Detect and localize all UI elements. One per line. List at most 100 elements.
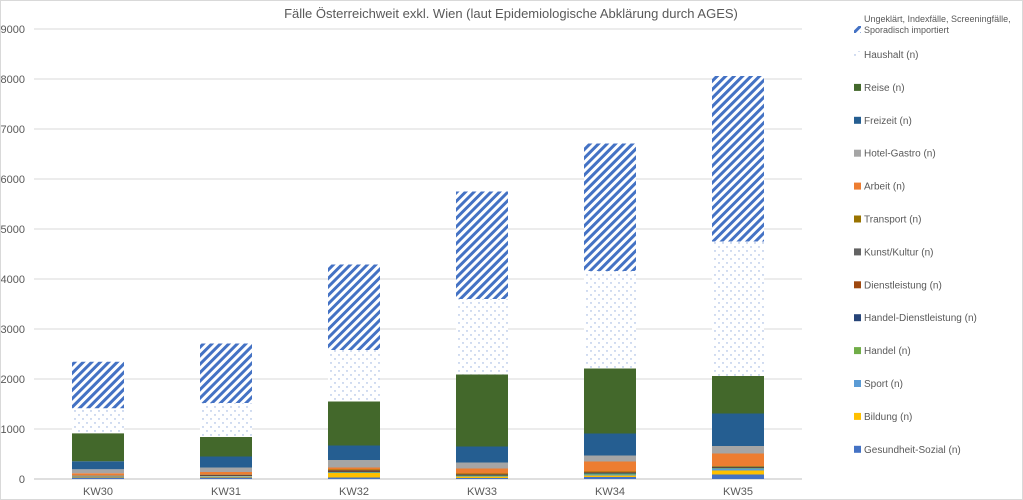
legend-swatch (854, 412, 861, 420)
bar-segment (584, 477, 636, 479)
bar-segment (584, 461, 636, 472)
bar-segment (72, 473, 124, 476)
legend-swatch (854, 248, 861, 256)
x-tick-label: KW35 (723, 486, 753, 498)
bar-segment (712, 474, 764, 479)
x-tick-label: KW30 (83, 486, 113, 498)
bar-segment (72, 477, 124, 479)
bar-segment (456, 474, 508, 475)
legend-label: Ungeklärt, Indexfälle, Screeningfälle, Sp… (864, 14, 1011, 35)
legend-swatch (854, 26, 861, 33)
bar-segment (456, 478, 508, 479)
y-tick-label: 3000 (1, 324, 25, 336)
legend-swatch (854, 314, 861, 322)
bar-segment (456, 473, 508, 474)
bar-segment (328, 472, 380, 473)
x-tick-label: KW33 (467, 486, 497, 498)
y-tick-label: 4000 (1, 274, 25, 286)
legend-swatch (854, 281, 861, 289)
y-tick-label: 6000 (1, 174, 25, 186)
bar-segment (328, 472, 380, 473)
bar-segment (456, 446, 508, 463)
legend-label: Kunst/Kultur (n) (864, 247, 933, 258)
bar-segment (72, 433, 124, 462)
bar-segment (200, 475, 252, 476)
bar-segment (584, 368, 636, 434)
bar-segment (584, 474, 636, 476)
bar-segment (72, 408, 124, 434)
bar-segment (200, 476, 252, 477)
legend-swatch (854, 445, 861, 453)
legend-swatch (854, 380, 861, 387)
bar-segment (712, 467, 764, 468)
bar-segment (72, 477, 124, 478)
bar-segment (200, 475, 252, 476)
x-tick-label: KW32 (339, 486, 369, 498)
legend-item: Handel-Dienstleistung (n) (854, 313, 977, 324)
bar-segment (584, 473, 636, 474)
bar-segment (328, 470, 380, 472)
y-tick-label: 0 (19, 474, 25, 486)
bar-segment (456, 474, 508, 475)
bar-segment (712, 241, 764, 376)
legend-item: Ungeklärt, Indexfälle, Screeningfälle, Sp… (854, 14, 1011, 35)
legend-label: Reise (n) (864, 83, 905, 94)
legend-item: Sport (n) (854, 379, 903, 390)
legend-item: Handel (n) (854, 346, 911, 357)
bar-segment (72, 361, 124, 409)
legend-swatch (854, 347, 861, 355)
bar-segment (328, 350, 380, 402)
bar-segment (584, 471, 636, 472)
bar-segment (456, 476, 508, 477)
legend-item: Arbeit (n) (854, 182, 905, 193)
legend-label: Handel-Dienstleistung (n) (864, 313, 977, 324)
bar-segment (584, 143, 636, 271)
y-tick-label: 5000 (1, 224, 25, 236)
legend-item: Bildung (n) (854, 412, 912, 423)
bar-segment (200, 476, 252, 478)
legend-label: Transport (n) (864, 215, 921, 226)
x-tick-label: KW34 (595, 486, 625, 498)
bar-segment (328, 471, 380, 472)
bar-segment (712, 468, 764, 471)
legend-label: Freizeit (n) (864, 116, 912, 127)
bar-segment (712, 467, 764, 468)
bar-segment (72, 461, 124, 470)
bar-segment (200, 456, 252, 468)
bar-segment (456, 475, 508, 476)
bar-segment (72, 469, 124, 474)
bar-segment (456, 374, 508, 447)
bar-segment (712, 76, 764, 242)
y-tick-label: 9000 (1, 24, 25, 36)
bar-segment (328, 401, 380, 446)
bar-segment (328, 473, 380, 478)
bar-segment (584, 433, 636, 456)
bar-segment (456, 191, 508, 299)
y-tick-label: 8000 (1, 74, 25, 86)
bar-segment (328, 460, 380, 468)
legend-label: Bildung (n) (864, 412, 912, 423)
bar-segment (200, 437, 252, 457)
bar-segment (712, 466, 764, 467)
bar-segment (712, 468, 764, 469)
legend-item: Transport (n) (854, 215, 921, 226)
legend-item: Reise (n) (854, 83, 905, 94)
y-tick-label: 1000 (1, 424, 25, 436)
bar-segment (200, 403, 252, 437)
bar-segment (712, 446, 764, 454)
bar-segment (584, 472, 636, 473)
bar-segment (456, 468, 508, 474)
bar-segment (712, 376, 764, 414)
bar-segment (200, 477, 252, 479)
legend-label: Gesundheit-Sozial (n) (864, 445, 961, 456)
legend-label: Arbeit (n) (864, 182, 905, 193)
legend-item: Haushalt (n) (854, 50, 918, 61)
legend-item: Hotel-Gastro (n) (854, 149, 936, 160)
legend-swatch (854, 182, 861, 190)
legend-swatch (854, 83, 861, 91)
bar-segment (584, 455, 636, 462)
bar-segment (200, 472, 252, 475)
bar-segment (584, 472, 636, 473)
bar-segment (200, 467, 252, 472)
bar-segment (72, 475, 124, 477)
